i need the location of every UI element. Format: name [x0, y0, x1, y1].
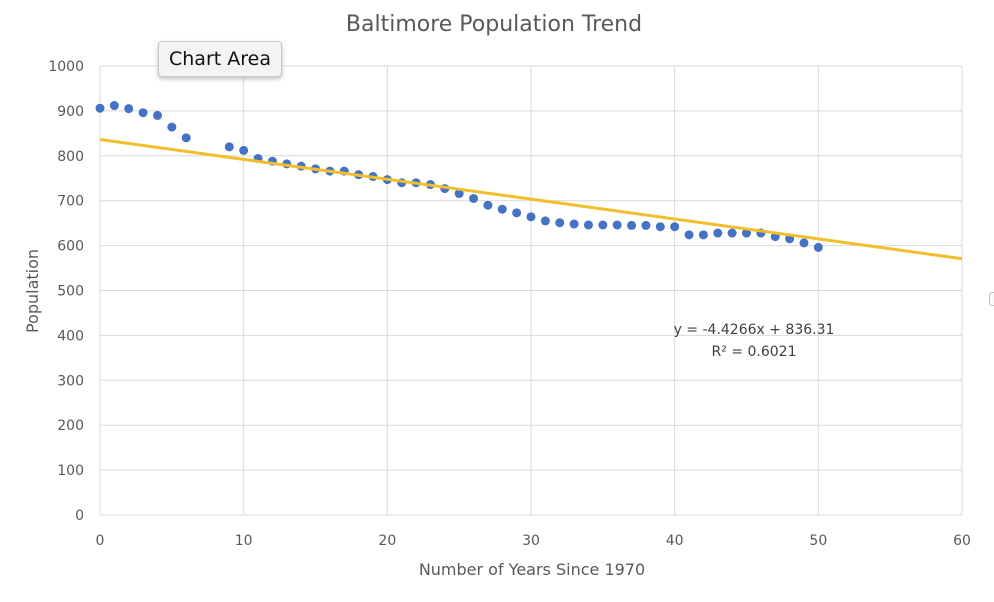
- resize-handle[interactable]: [989, 292, 994, 306]
- trendline: [99, 138, 963, 261]
- y-tick-label: 100: [57, 463, 84, 479]
- data-point: [627, 220, 637, 230]
- data-point: [224, 142, 234, 152]
- data-point: [612, 220, 622, 230]
- data-point: [167, 122, 177, 132]
- x-tick-label: 10: [235, 533, 253, 549]
- data-point: [555, 218, 565, 228]
- data-point: [152, 110, 162, 120]
- data-point: [727, 228, 737, 238]
- y-tick-label: 700: [57, 194, 84, 210]
- y-tick-label: 500: [57, 284, 84, 300]
- data-point: [95, 103, 105, 113]
- data-point: [497, 204, 507, 214]
- y-tick-label: 800: [57, 149, 84, 165]
- x-tick-label: 40: [666, 533, 684, 549]
- y-tick-label: 900: [57, 104, 84, 120]
- x-tick-label: 0: [96, 533, 105, 549]
- data-point: [526, 212, 536, 222]
- y-tick-label: 1000: [48, 59, 84, 75]
- x-axis-ticks: 0 10 20 30 40 50 60: [96, 533, 971, 549]
- data-point: [569, 219, 579, 229]
- y-axis-title: Population: [23, 249, 42, 333]
- data-point: [540, 216, 550, 226]
- data-point: [124, 104, 134, 114]
- chart-title: Baltimore Population Trend: [346, 12, 642, 37]
- data-point: [239, 145, 249, 155]
- data-point: [813, 242, 823, 252]
- data-point: [698, 230, 708, 240]
- data-point: [583, 220, 593, 230]
- trendline-r-squared: R² = 0.6021: [712, 344, 797, 360]
- data-point: [138, 108, 148, 118]
- x-tick-label: 20: [378, 533, 396, 549]
- data-point: [483, 200, 493, 210]
- data-point: [799, 238, 809, 248]
- trendline-equation: y = -4.4266x + 836.31: [674, 322, 835, 338]
- data-point: [469, 193, 479, 203]
- data-point: [713, 228, 723, 238]
- y-tick-label: 400: [57, 328, 84, 344]
- data-point: [670, 222, 680, 232]
- data-point: [598, 220, 608, 230]
- y-axis-ticks: 0 100 200 300 400 500 600 700 800 900 1000: [48, 59, 84, 524]
- x-tick-label: 50: [809, 533, 827, 549]
- x-tick-label: 60: [953, 533, 971, 549]
- data-points: [95, 101, 823, 252]
- y-tick-label: 300: [57, 373, 84, 389]
- data-point: [454, 189, 464, 199]
- data-point: [181, 133, 191, 143]
- chart-area-tooltip: Chart Area: [158, 41, 282, 77]
- data-point: [742, 228, 751, 238]
- data-point: [109, 101, 119, 111]
- y-tick-label: 0: [75, 508, 84, 524]
- data-point: [655, 222, 665, 232]
- data-point: [641, 220, 651, 230]
- grid-lines: [99, 65, 963, 516]
- y-tick-label: 200: [57, 418, 84, 434]
- data-point: [684, 230, 694, 240]
- data-point: [512, 208, 522, 218]
- y-tick-label: 600: [57, 239, 84, 255]
- x-axis-title: Number of Years Since 1970: [419, 560, 645, 579]
- x-tick-label: 30: [522, 533, 540, 549]
